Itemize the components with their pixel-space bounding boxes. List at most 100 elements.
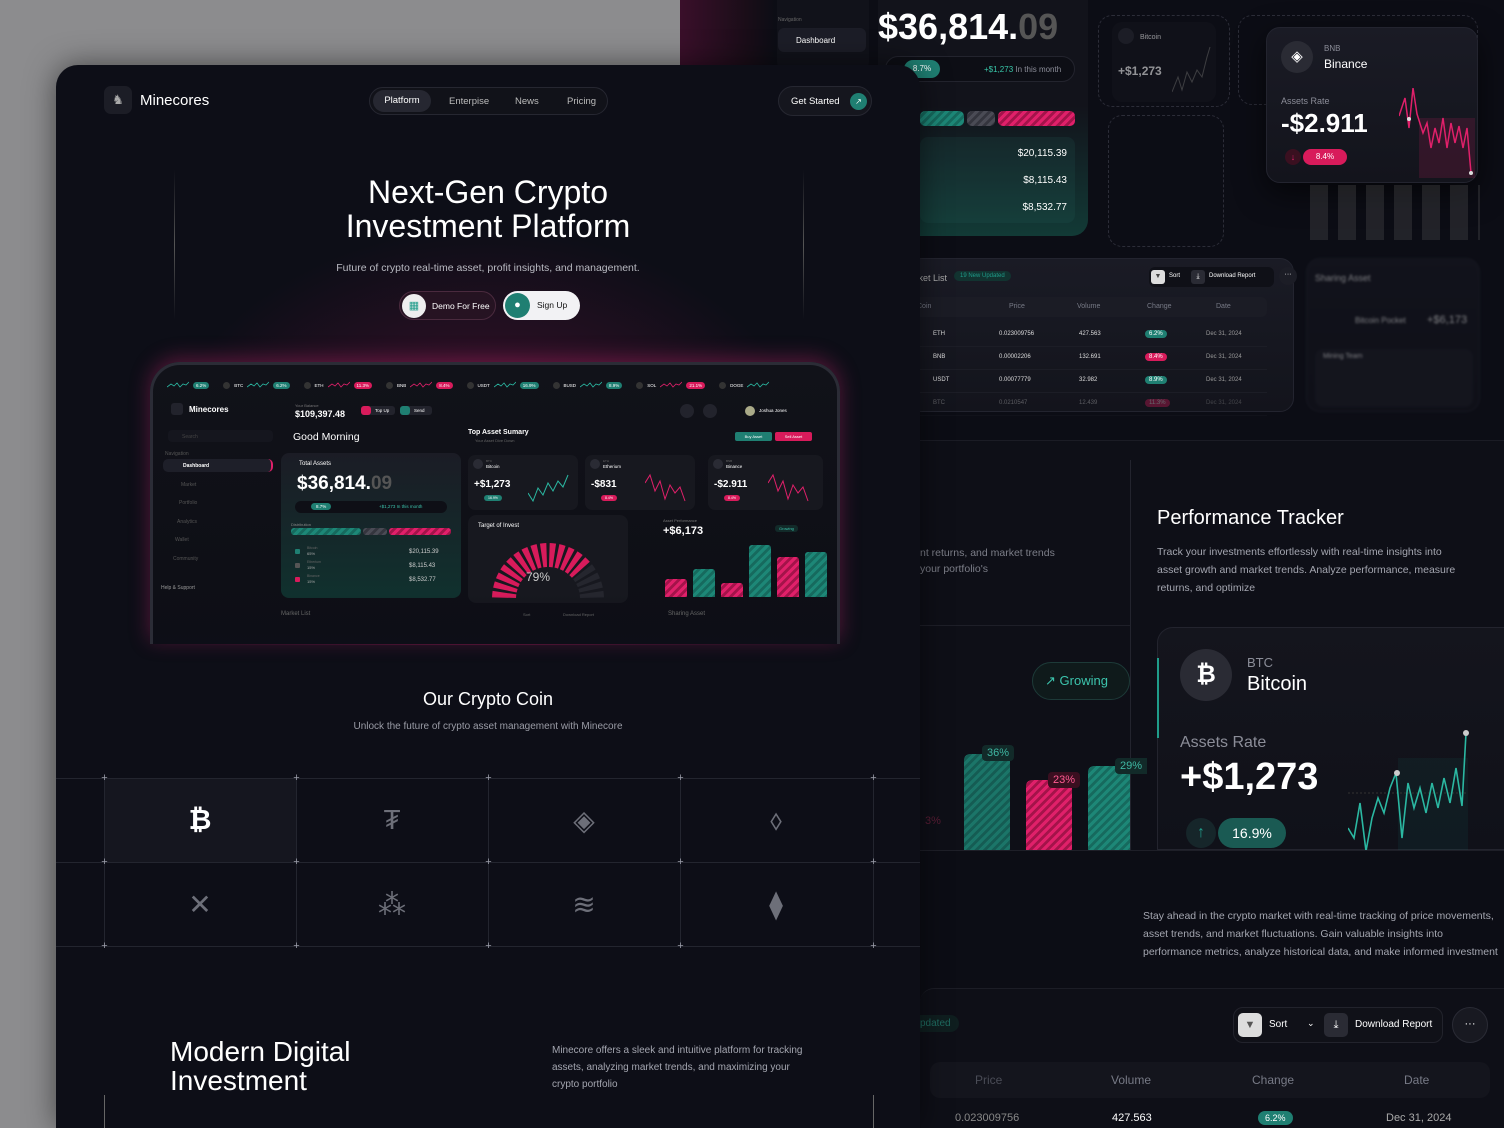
mock-sidebar-item[interactable]: Community: [173, 555, 199, 562]
download-icon: ⤓: [1324, 1013, 1348, 1037]
mock-sidebar-item[interactable]: Dashboard: [183, 463, 210, 469]
gauge-segment: [554, 544, 566, 569]
table-row[interactable]: USDT 0.00077779 32.982 8.9% Dec 31, 2024: [909, 371, 1267, 393]
table-header: Coin Price Volume Change Date: [909, 297, 1267, 317]
grid-plus-marker: +: [293, 772, 300, 784]
grid-plus-marker: +: [870, 940, 877, 952]
grid-plus-marker: +: [677, 772, 684, 784]
arrow-up-icon: ↑: [1186, 818, 1216, 848]
mock-asset-card[interactable]: BTC Bitcoin +$1,273 16.9%: [468, 455, 578, 510]
ticker-item[interactable]: ETH 11.3%: [303, 381, 372, 389]
ethereum-icon[interactable]: ⬨: [769, 803, 783, 835]
ticker-item[interactable]: 6.2%: [167, 381, 210, 389]
month-gain: +$1,273 In this month: [984, 65, 1062, 74]
sharing-asset-panel: Sharing Asset Bitcoin Pocket +$6,173 Min…: [1306, 258, 1480, 412]
grid-plus-marker: +: [101, 772, 108, 784]
mock-topup: Top Up: [361, 406, 395, 415]
grid-plus-marker: +: [101, 940, 108, 952]
ticker-item[interactable]: BNB 8.4%: [385, 381, 453, 389]
market-desc: Stay ahead in the crypto market with rea…: [1143, 910, 1498, 958]
mock-target-card: Target of Invest 79%: [468, 515, 628, 603]
table-row[interactable]: BNB 0.00002206 132.691 8.4% Dec 31, 2024: [909, 348, 1267, 370]
cell-change: 6.2%: [1258, 1111, 1293, 1125]
total-assets-value: $36,814.09: [878, 6, 1059, 47]
bitcoin-mini-card: Bitcoin +$1,273: [1112, 22, 1216, 102]
binance-icon: ◈: [1281, 41, 1313, 73]
nav-platform[interactable]: Platform: [373, 90, 431, 112]
download-icon: ⤓: [1191, 270, 1205, 284]
gauge-segment: [564, 551, 583, 574]
binance-card[interactable]: ◈ BNB Binance Assets Rate -$2.911 ↓ 8.4%: [1266, 27, 1478, 183]
mock-sidebar-item[interactable]: Wallet: [175, 537, 189, 543]
get-started-button[interactable]: Get Started ↗: [778, 86, 872, 116]
nav-dashboard-label: Dashboard: [796, 36, 836, 45]
gauge-segment: [548, 543, 557, 568]
dashboard-mockup: 6.2% BTC 6.2% ETH 11.3% BNB 8.4% USDT 16…: [150, 362, 840, 644]
nav-dashboard[interactable]: Dashboard: [778, 28, 866, 52]
mock-send: Send: [400, 406, 432, 415]
mock-total-card: Total Assets $36,814.09 8.7% +$1,273 In …: [281, 453, 461, 598]
mock-asset-card[interactable]: BNB Binance -$2.911 8.4%: [708, 455, 823, 510]
sign-up-button[interactable]: ● Sign Up: [503, 291, 580, 320]
mock-user: Joshua Jones: [759, 408, 787, 413]
sort-button[interactable]: Sort: [1169, 273, 1181, 279]
bar-36: [964, 754, 1010, 850]
grid-plus-marker: +: [485, 772, 492, 784]
table-row[interactable]: BTC 0.0210547 12.439 11.3% Dec 31, 2024: [909, 394, 1267, 416]
landing-page: ♞ Minecores Platform Enterpise News Pric…: [56, 65, 920, 1128]
mock-asset-card[interactable]: ETH Etherium -$831 8.4%: [585, 455, 695, 510]
download-report-button[interactable]: Download Report: [1209, 273, 1256, 279]
solana-icon[interactable]: ≋: [572, 888, 596, 920]
nav-label: Navigation: [778, 17, 802, 23]
bar-label: 3%: [925, 815, 941, 827]
nav-enterprise[interactable]: Enterpise: [449, 96, 490, 107]
more-button[interactable]: ···: [1452, 1007, 1488, 1043]
bitcoin-icon[interactable]: ₿: [188, 804, 212, 835]
bitcoin-icon: ₿: [1180, 649, 1232, 701]
cardano-icon[interactable]: ⁂: [378, 888, 406, 920]
nav-pricing[interactable]: Pricing: [567, 96, 597, 107]
feature-text-left: nt returns, and market trends your portfo…: [920, 547, 1055, 575]
performance-desc: Track your investments effortlessly with…: [1157, 546, 1456, 594]
grid-plus-marker: +: [870, 772, 877, 784]
mock-sidebar-item[interactable]: Analytics: [177, 518, 198, 525]
placeholder-slot: [1098, 15, 1230, 107]
signup-label: Sign Up: [537, 300, 568, 310]
ticker-item[interactable]: BTC 6.2%: [223, 381, 290, 389]
xrp-icon[interactable]: ✕: [188, 888, 212, 920]
ticker-item[interactable]: USDT 16.9%: [466, 381, 539, 389]
ticker-item[interactable]: DOGE: [719, 381, 770, 389]
more-button[interactable]: ···: [1279, 267, 1297, 285]
download-report-button[interactable]: Download Report: [1355, 1019, 1433, 1030]
table-row[interactable]: ETH 0.023009756 427.563 6.2% Dec 31, 202…: [909, 325, 1267, 347]
tether-icon[interactable]: ₮: [383, 804, 401, 835]
grid-plus-marker: +: [101, 856, 108, 868]
filter-icon: ▼: [1151, 270, 1165, 284]
modern-desc: Minecore offers a sleek and intuitive pl…: [552, 1045, 803, 1090]
demo-label: Demo For Free: [432, 301, 490, 311]
binance-icon[interactable]: ◈: [573, 804, 595, 836]
mock-perf-bar: [721, 583, 743, 597]
mock-sidebar-item[interactable]: Portfolio: [179, 500, 198, 506]
coins-title: Our Crypto Coin: [422, 689, 554, 709]
mock-sidebar-item[interactable]: Market: [181, 481, 197, 488]
demo-for-free-button[interactable]: ▦ Demo For Free: [399, 291, 496, 320]
updated-badge: pdated: [912, 1015, 959, 1032]
ticker-item[interactable]: SOL 21.1%: [636, 381, 706, 389]
brand-name[interactable]: Minecores: [140, 92, 210, 109]
nav-news[interactable]: News: [515, 96, 539, 107]
bar-label: 23%: [1048, 772, 1081, 788]
bitcoin-performance-card: ₿ BTC Bitcoin Assets Rate +$1,273 ↑ 16.9…: [1157, 627, 1504, 851]
gauge-segment: [493, 581, 518, 593]
busd-icon[interactable]: ⧫: [769, 888, 783, 920]
ticker-item[interactable]: BUSD 8.9%: [552, 381, 623, 389]
ticker-row: 6.2% BTC 6.2% ETH 11.3% BNB 8.4% USDT 16…: [167, 379, 827, 391]
logo-icon[interactable]: ♞: [104, 86, 132, 114]
bar-label: 36%: [982, 745, 1015, 761]
mockup-fade: [153, 595, 837, 644]
cell-price: 0.023009756: [955, 1112, 1020, 1124]
grid-plus-marker: +: [485, 940, 492, 952]
coins-subtitle: Unlock the future of crypto asset manage…: [353, 721, 623, 732]
sort-button[interactable]: Sort: [1269, 1019, 1288, 1030]
grid-plus-marker: +: [293, 856, 300, 868]
